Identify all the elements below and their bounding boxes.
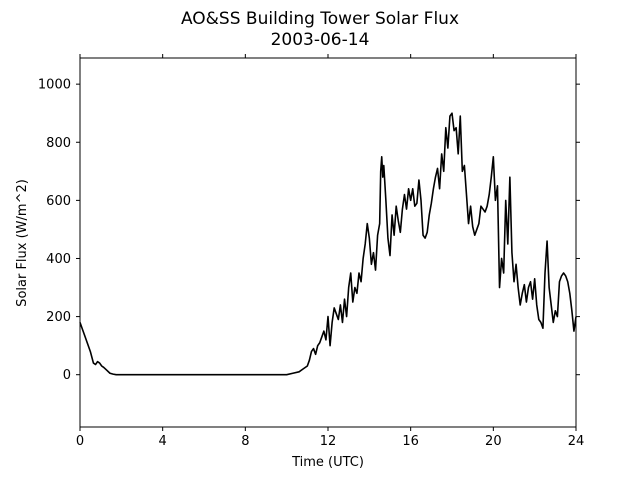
- y-axis-label: Solar Flux (W/m^2): [15, 179, 30, 307]
- x-tick-label: 4: [159, 434, 167, 449]
- y-axis: 0 200 400 600 800 1000: [38, 78, 580, 383]
- x-tick-label: 20: [485, 434, 502, 449]
- y-tick-label: 800: [46, 136, 71, 151]
- chart-title: AO&SS Building Tower Solar Flux: [181, 9, 459, 29]
- x-tick-label: 24: [568, 434, 585, 449]
- y-tick-label: 0: [63, 368, 71, 383]
- series-line: [79, 112, 577, 376]
- x-axis-label: Time (UTC): [291, 455, 364, 470]
- x-axis: 0 4 8 12 16 20 24: [76, 54, 584, 449]
- x-tick-label: 8: [241, 434, 249, 449]
- y-tick-label: 400: [46, 252, 71, 267]
- x-tick-label: 12: [320, 434, 337, 449]
- x-tick-label: 16: [402, 434, 419, 449]
- x-tick-label: 0: [76, 434, 84, 449]
- chart-subtitle: 2003-06-14: [271, 30, 370, 50]
- y-tick-label: 200: [46, 310, 71, 325]
- y-tick-label: 600: [46, 194, 71, 209]
- y-tick-label: 1000: [38, 78, 71, 93]
